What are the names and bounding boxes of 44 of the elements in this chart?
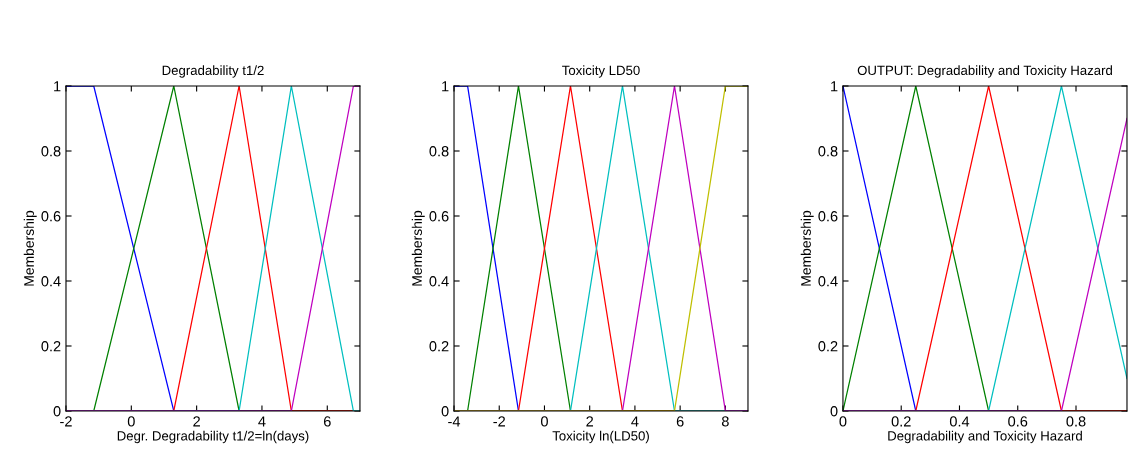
x-axis-title: Degradability and Toxicity Hazard	[888, 430, 1082, 444]
x-tick-label: 0.4	[949, 416, 970, 427]
x-tick-label: 0.2	[891, 416, 911, 427]
x-tick-label: 0.6	[1008, 416, 1028, 427]
y-tick-label: 0.4	[41, 276, 61, 287]
y-tick-label: 0.6	[818, 211, 838, 222]
x-tick-label: 6	[323, 416, 331, 427]
y-tick-label: 0	[53, 406, 61, 417]
chart-title: Degradability t1/2	[162, 65, 264, 78]
y-tick-label: 1	[831, 81, 838, 92]
chart-title: Toxicity LD50	[562, 65, 640, 78]
x-tick-label: 4	[258, 416, 266, 427]
y-tick-label: 0.2	[41, 341, 61, 352]
x-tick-label: 0	[127, 416, 135, 427]
y-tick-label: 0.4	[429, 276, 449, 287]
x-tick-label: -2	[493, 416, 505, 427]
y-tick-label: 0.6	[429, 211, 449, 222]
x-tick-label: -2	[60, 416, 72, 427]
y-axis-title: Membership	[411, 210, 425, 286]
x-axis-title: Toxicity ln(LD50)	[552, 430, 649, 444]
y-tick-label: 1	[54, 81, 61, 92]
x-tick-label: 0	[839, 416, 847, 427]
y-tick-label: 1	[442, 81, 449, 92]
y-tick-label: 0.4	[818, 276, 838, 287]
y-axis-title: Membership	[800, 210, 814, 286]
x-tick-label: 2	[193, 416, 200, 427]
x-tick-label: 8	[721, 416, 729, 427]
y-tick-label: 0.8	[818, 146, 838, 157]
chart-title: OUTPUT: Degradability and Toxicity Hazard	[857, 65, 1112, 78]
x-tick-label: 2	[586, 416, 594, 427]
x-axis-title: Degr. Degradability t1/2=ln(days)	[117, 430, 309, 444]
x-tick-label: 0.8	[1066, 416, 1086, 427]
y-tick-label: 0.2	[818, 341, 838, 352]
y-tick-label: 0.6	[41, 211, 61, 222]
y-tick-label: 0.8	[41, 146, 61, 157]
x-tick-label: -4	[448, 416, 461, 427]
x-tick-label: 6	[676, 416, 684, 427]
x-tick-label: 4	[631, 416, 639, 427]
y-tick-label: 0.2	[429, 341, 449, 352]
y-axis-title: Membership	[23, 210, 37, 286]
y-tick-label: 0	[441, 406, 449, 417]
x-tick-label: 0	[540, 416, 548, 427]
y-tick-label: 0	[830, 406, 838, 417]
y-tick-label: 0.8	[429, 146, 449, 157]
